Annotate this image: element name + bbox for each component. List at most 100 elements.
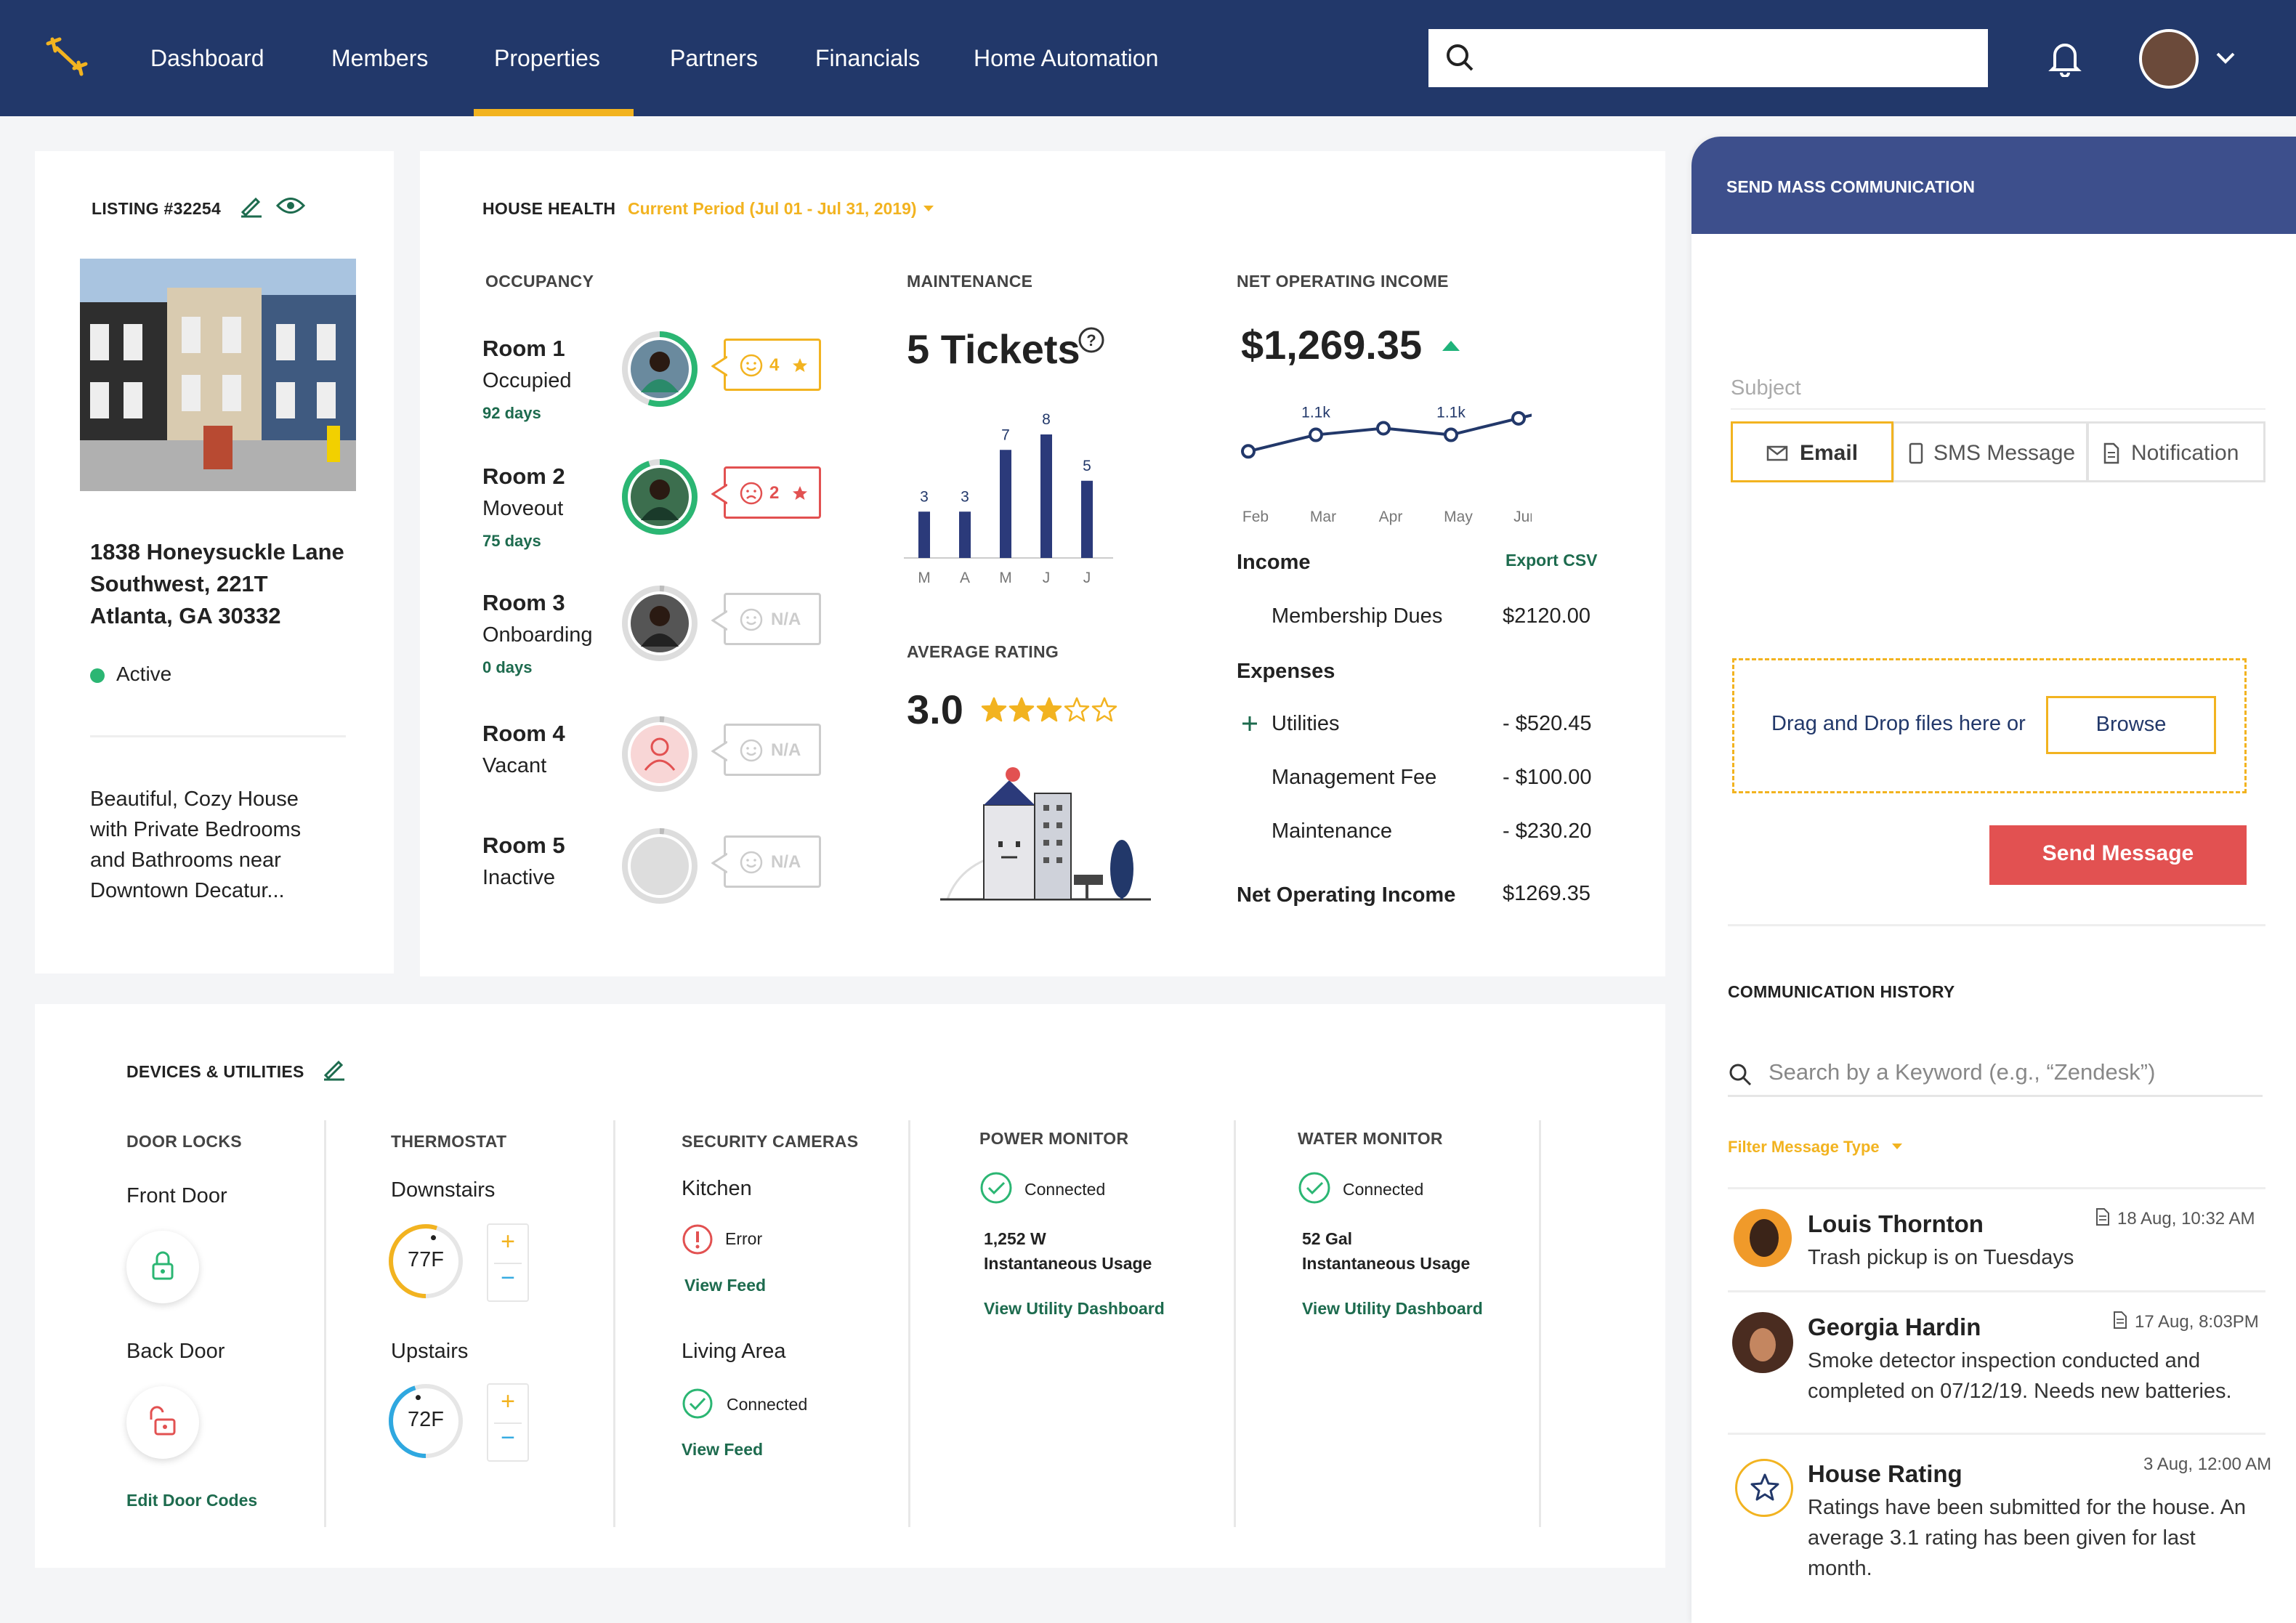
history-message-line2: completed on 07/12/19. Needs new batteri… [1808,1380,2232,1403]
room-name: Room 4 [482,721,565,746]
send-message-button[interactable]: Send Message [1989,825,2247,885]
history-item[interactable]: Georgia Hardin 17 Aug, 8:03PM Smoke dete… [1728,1293,2265,1431]
tab-notification[interactable]: Notification [2087,421,2265,482]
face-outline [740,608,763,631]
power-dashboard-link[interactable]: View Utility Dashboard [984,1299,1165,1318]
export-csv-link[interactable]: Export CSV [1505,551,1598,570]
help-icon[interactable]: ? [1077,325,1106,355]
history-search-input[interactable] [1728,1052,2263,1097]
star-shape [981,697,1007,722]
kitchen-view-feed-link[interactable]: View Feed [684,1276,767,1295]
front-door-lock-button[interactable] [126,1231,199,1303]
noi-total-amount: $1269.35 [1503,882,1590,905]
nav-members[interactable]: Members [331,45,429,71]
progress-arc [622,828,698,904]
star-filled-icon [1036,697,1062,722]
nav-financials[interactable]: Financials [815,45,921,71]
increase-temp-button[interactable]: + [501,1388,515,1415]
nav-home-automation[interactable]: Home Automation [974,45,1159,71]
expense-maintenance-amount: - $230.20 [1503,819,1592,843]
avatar [1734,1209,1792,1267]
caret-down-icon[interactable] [921,203,936,214]
eye-icon[interactable] [276,195,305,216]
subject-input[interactable]: Subject [1731,376,2265,410]
address-line2: Southwest, 221T [90,571,268,596]
communication-header [1691,137,2296,234]
face-mouth [746,864,756,868]
x-tick-label: M [999,570,1012,586]
x-tick-label: J [1043,570,1051,586]
expand-plus-icon[interactable] [1241,715,1258,732]
avatar-head [650,352,670,372]
filter-message-type[interactable]: Filter Message Type [1728,1138,1880,1156]
lock-icon [152,1251,174,1280]
x-tick-label: Apr [1379,509,1403,525]
history-sender: Georgia Hardin [1808,1314,1981,1340]
bar-2 [959,511,971,558]
tab-sms[interactable]: SMS Message [1892,421,2088,482]
phone-icon [1909,442,1923,464]
edit-icon[interactable] [321,1056,346,1081]
file-drop-zone[interactable] [1732,658,2247,793]
tab-notification-label: Notification [2131,441,2239,465]
back-door-lock-button[interactable] [126,1386,199,1459]
caret-down-icon[interactable] [1891,1142,1904,1151]
tab-email[interactable]: Email [1731,421,1893,482]
logo-icon[interactable] [45,36,90,78]
face-eye [746,747,749,750]
room-status: Onboarding [482,623,593,647]
user-avatar[interactable] [2139,29,2199,89]
noi-total-label: Net Operating Income [1237,883,1456,907]
column-divider [1234,1120,1236,1527]
star-shape [793,486,807,500]
face-mouth [746,752,756,756]
history-item[interactable]: Louis Thornton 18 Aug, 10:32 AM Trash pi… [1728,1189,2265,1289]
devices-title: DEVICES & UTILITIES [126,1062,304,1081]
room-rating-bubble: 2 [711,466,821,519]
svg-text:?: ? [1086,331,1096,349]
search-icon [1447,44,1474,71]
water-dashboard-link[interactable]: View Utility Dashboard [1302,1299,1483,1318]
tab-sms-label: SMS Message [1933,441,2076,465]
star-filled-icon [1008,697,1035,722]
user-icon [644,759,676,771]
mail-icon [1766,445,1788,461]
upstairs-thermostat-dial[interactable] [387,1382,465,1460]
star-icon [793,358,807,372]
bubble-tail [711,610,727,631]
star-icon [793,486,807,500]
nav-partners[interactable]: Partners [670,45,758,71]
period-selector[interactable]: Current Period (Jul 01 - Jul 31, 2019) [628,199,917,218]
dial-indicator [431,1235,437,1241]
power-usage-label: Instantaneous Usage [984,1254,1152,1273]
face-eye [746,616,749,619]
nav-dashboard[interactable]: Dashboard [150,45,264,71]
global-search-input[interactable] [1428,29,1988,87]
nav-properties[interactable]: Properties [494,45,600,71]
description-line3: and Bathrooms near [90,849,281,872]
decrease-temp-button[interactable]: − [501,1264,515,1292]
security-cameras-title: SECURITY CAMERAS [682,1132,859,1151]
edit-door-codes-link[interactable]: Edit Door Codes [126,1491,258,1510]
star-filled-icon [981,697,1007,722]
expense-utilities-amount: - $520.45 [1503,712,1592,735]
thermostat-title: THERMOSTAT [391,1132,507,1151]
downstairs-thermostat-dial[interactable] [387,1222,465,1300]
room-days: 75 days [482,532,541,550]
living-view-feed-link[interactable]: View Feed [682,1440,764,1459]
browse-button[interactable]: Browse [2046,696,2216,754]
expenses-label: Expenses [1237,660,1335,683]
chevron-down-icon[interactable] [2215,51,2236,65]
increase-temp-button[interactable]: + [501,1228,515,1255]
history-item[interactable]: House Rating 3 Aug, 12:00 AM Ratings hav… [1728,1436,2271,1610]
occupancy-title: OCCUPANCY [485,272,594,291]
maintenance-title: MAINTENANCE [907,272,1033,291]
status-text: Active [116,663,172,685]
edit-icon[interactable] [238,193,263,218]
column-divider [613,1120,615,1527]
bell-icon[interactable] [2048,39,2082,77]
bar-value-label: 3 [920,488,929,505]
tab-email-label: Email [1800,441,1859,465]
decrease-temp-button[interactable]: − [501,1424,515,1452]
noi-value: $1,269.35 [1241,322,1423,368]
